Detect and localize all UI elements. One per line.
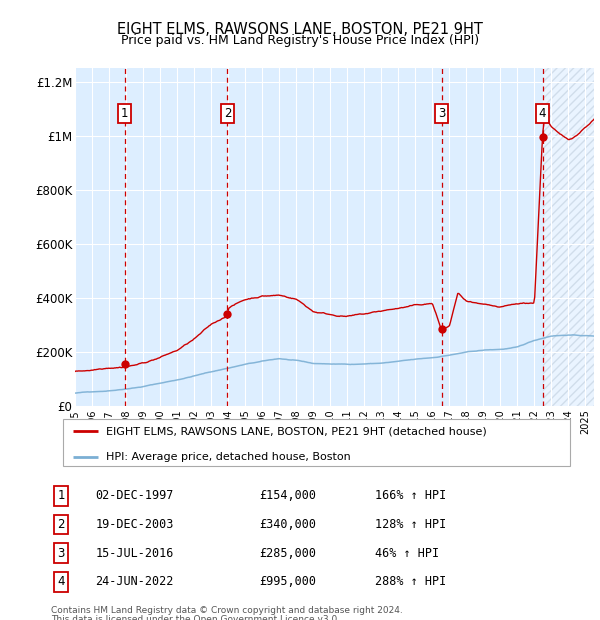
Text: Price paid vs. HM Land Registry's House Price Index (HPI): Price paid vs. HM Land Registry's House … <box>121 34 479 47</box>
Text: 3: 3 <box>438 107 445 120</box>
Text: 1: 1 <box>121 107 128 120</box>
Text: 2: 2 <box>224 107 231 120</box>
Text: HPI: Average price, detached house, Boston: HPI: Average price, detached house, Bost… <box>106 452 351 462</box>
FancyBboxPatch shape <box>62 419 571 466</box>
Text: 288% ↑ HPI: 288% ↑ HPI <box>376 575 446 588</box>
Text: This data is licensed under the Open Government Licence v3.0.: This data is licensed under the Open Gov… <box>51 615 340 620</box>
Bar <box>542 68 594 406</box>
Text: £340,000: £340,000 <box>259 518 316 531</box>
Text: 02-DEC-1997: 02-DEC-1997 <box>95 489 174 502</box>
Text: 19-DEC-2003: 19-DEC-2003 <box>95 518 174 531</box>
Text: 15-JUL-2016: 15-JUL-2016 <box>95 547 174 560</box>
Text: £285,000: £285,000 <box>259 547 316 560</box>
Text: 4: 4 <box>58 575 65 588</box>
Text: 2: 2 <box>58 518 65 531</box>
Text: 46% ↑ HPI: 46% ↑ HPI <box>376 547 439 560</box>
Text: 166% ↑ HPI: 166% ↑ HPI <box>376 489 446 502</box>
Text: £995,000: £995,000 <box>259 575 316 588</box>
Text: 3: 3 <box>58 547 65 560</box>
Text: 1: 1 <box>58 489 65 502</box>
Text: 24-JUN-2022: 24-JUN-2022 <box>95 575 174 588</box>
Text: EIGHT ELMS, RAWSONS LANE, BOSTON, PE21 9HT: EIGHT ELMS, RAWSONS LANE, BOSTON, PE21 9… <box>117 22 483 37</box>
Text: Contains HM Land Registry data © Crown copyright and database right 2024.: Contains HM Land Registry data © Crown c… <box>51 606 403 616</box>
Text: £154,000: £154,000 <box>259 489 316 502</box>
Text: 4: 4 <box>539 107 547 120</box>
Text: EIGHT ELMS, RAWSONS LANE, BOSTON, PE21 9HT (detached house): EIGHT ELMS, RAWSONS LANE, BOSTON, PE21 9… <box>106 427 487 436</box>
Text: 128% ↑ HPI: 128% ↑ HPI <box>376 518 446 531</box>
